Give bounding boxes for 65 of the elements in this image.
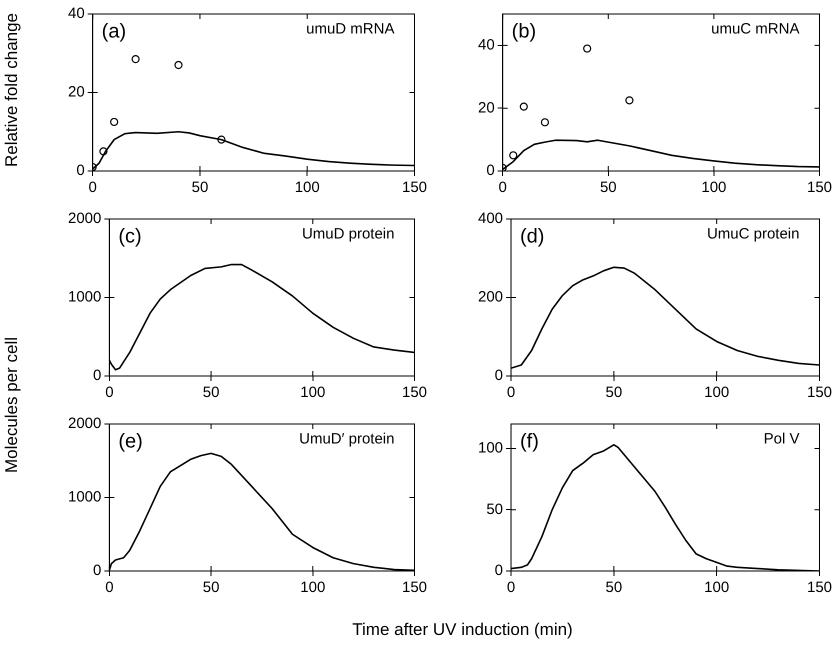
x-tick-label: 100 (294, 179, 320, 196)
y-axis-title: Relative fold change (2, 12, 22, 170)
y-tick-label: 100 (478, 440, 504, 457)
x-tick-label: 0 (105, 579, 114, 596)
y-tick-label: 1000 (68, 488, 102, 506)
x-tick-label: 0 (506, 579, 516, 596)
point (99, 147, 108, 156)
y-tick-label: 40 (478, 36, 495, 54)
point (217, 136, 226, 144)
point (509, 151, 518, 160)
annotation: Pol V (764, 430, 800, 448)
annotation: (e) (118, 430, 143, 453)
annotation: (f) (520, 430, 539, 453)
y-tick-label: 0 (93, 367, 102, 384)
x-tick-label: 50 (600, 179, 617, 196)
x-tick-label: 150 (806, 384, 832, 402)
y-tick-label: 50 (486, 500, 504, 518)
y-tick-label: 20 (68, 84, 85, 101)
x-tick-label: 0 (506, 384, 516, 402)
y-tick-label: 200 (478, 288, 504, 306)
x-tick-label: 150 (402, 179, 427, 196)
annotation: umuD mRNA (306, 20, 394, 38)
x-tick-label: 100 (300, 579, 326, 596)
annotation: UmuC protein (706, 226, 800, 243)
point (583, 44, 592, 53)
x-tick-label: 150 (402, 579, 427, 596)
y-tick-label: 0 (486, 162, 495, 180)
annotation: UmuD protein (302, 226, 394, 243)
annotation: (b) (512, 20, 536, 43)
annotation: (c) (118, 226, 142, 248)
x-tick-label: 100 (704, 384, 730, 402)
x-tick-label: 50 (606, 579, 622, 596)
y-tick-label: 0 (76, 162, 85, 180)
point (520, 102, 528, 111)
x-tick-label: 100 (704, 579, 730, 596)
x-tick-label: 50 (606, 384, 622, 402)
y-tick-label: 2000 (68, 210, 102, 228)
point (131, 55, 140, 64)
x-tick-label: 50 (202, 384, 220, 402)
y-tick-label: 20 (478, 99, 495, 116)
x-tick-label: 50 (192, 179, 208, 196)
annotation: UmuD′ protein (299, 430, 394, 448)
y-tick-label: 0 (494, 367, 504, 384)
x-tick-label: 150 (806, 179, 832, 196)
annotation: umuC mRNA (711, 20, 800, 38)
y-tick-label: 2000 (68, 415, 102, 432)
y-tick-label: 0 (93, 562, 102, 580)
annotation: (a) (102, 20, 126, 43)
x-tick-label: 100 (701, 179, 726, 196)
y-tick-label: 40 (68, 5, 85, 22)
x-tick-label: 0 (105, 384, 114, 402)
x-axis-title: Time after UV induction (min) (351, 620, 574, 640)
point (174, 60, 183, 70)
point (540, 118, 550, 126)
x-tick-label: 50 (202, 579, 220, 596)
x-tick-label: 150 (402, 384, 427, 402)
point (110, 118, 118, 126)
y-tick-label: 0 (494, 562, 504, 580)
y-tick-label: 1000 (68, 288, 102, 306)
point (625, 96, 634, 104)
x-tick-label: 150 (806, 579, 832, 596)
y-tick-label: 400 (478, 210, 504, 228)
y-axis-title: Molecules per cell (2, 336, 22, 476)
x-tick-label: 100 (300, 384, 326, 402)
annotation: (d) (520, 226, 544, 248)
